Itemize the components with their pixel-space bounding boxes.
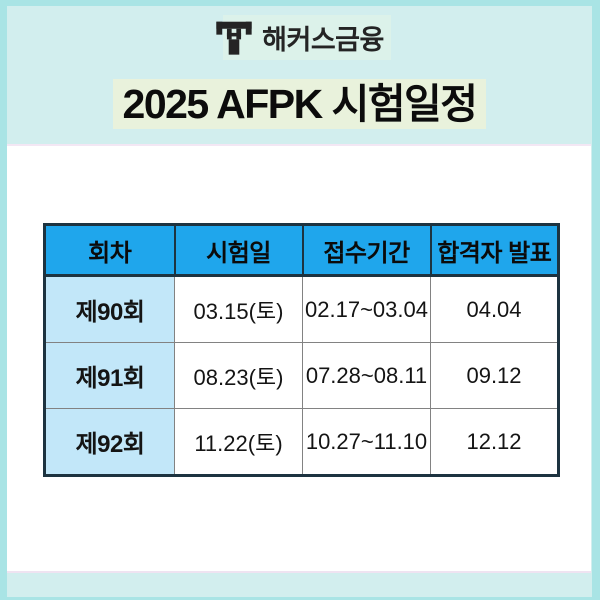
page-title: 2025 AFPK 시험일정 — [112, 79, 487, 129]
mint-background: 해커스금융 2025 AFPK 시험일정 회차 시험일 접수기간 합격자 발표 — [7, 6, 592, 597]
content-card: 회차 시험일 접수기간 합격자 발표 제90회 03.15(토) 02.17~0… — [7, 144, 591, 573]
column-header-registration: 접수기간 — [301, 223, 432, 277]
brand-logo: 해커스금융 — [7, 14, 592, 60]
title-banner: 2025 AFPK 시험일정 — [7, 79, 592, 129]
exam-date-cell: 08.23(토) — [174, 342, 303, 409]
table-header-row: 회차 시험일 접수기간 합격자 발표 — [43, 223, 560, 277]
exam-date-cell: 11.22(토) — [174, 408, 303, 477]
column-header-round: 회차 — [43, 223, 176, 277]
exam-date-cell: 03.15(토) — [174, 275, 303, 343]
registration-period-cell: 02.17~03.04 — [302, 275, 431, 343]
brand-name: 해커스금융 — [262, 24, 384, 55]
registration-period-cell: 07.28~08.11 — [302, 342, 431, 409]
round-cell: 제90회 — [43, 275, 175, 343]
results-date-cell: 09.12 — [430, 342, 560, 409]
results-date-cell: 04.04 — [430, 275, 560, 343]
column-header-exam-date: 시험일 — [173, 223, 304, 277]
round-cell: 제92회 — [43, 408, 175, 477]
results-date-cell: 12.12 — [430, 408, 560, 477]
table-row: 제92회 11.22(토) 10.27~11.10 12.12 — [43, 408, 560, 477]
registration-period-cell: 10.27~11.10 — [302, 408, 431, 477]
table-row: 제91회 08.23(토) 07.28~08.11 09.12 — [43, 342, 560, 409]
round-cell: 제91회 — [43, 342, 175, 409]
exam-schedule-table: 회차 시험일 접수기간 합격자 발표 제90회 03.15(토) 02.17~0… — [43, 223, 560, 477]
table-row: 제90회 03.15(토) 02.17~03.04 04.04 — [43, 275, 560, 343]
column-header-results: 합격자 발표 — [429, 223, 560, 277]
hackers-gate-icon — [215, 17, 253, 57]
